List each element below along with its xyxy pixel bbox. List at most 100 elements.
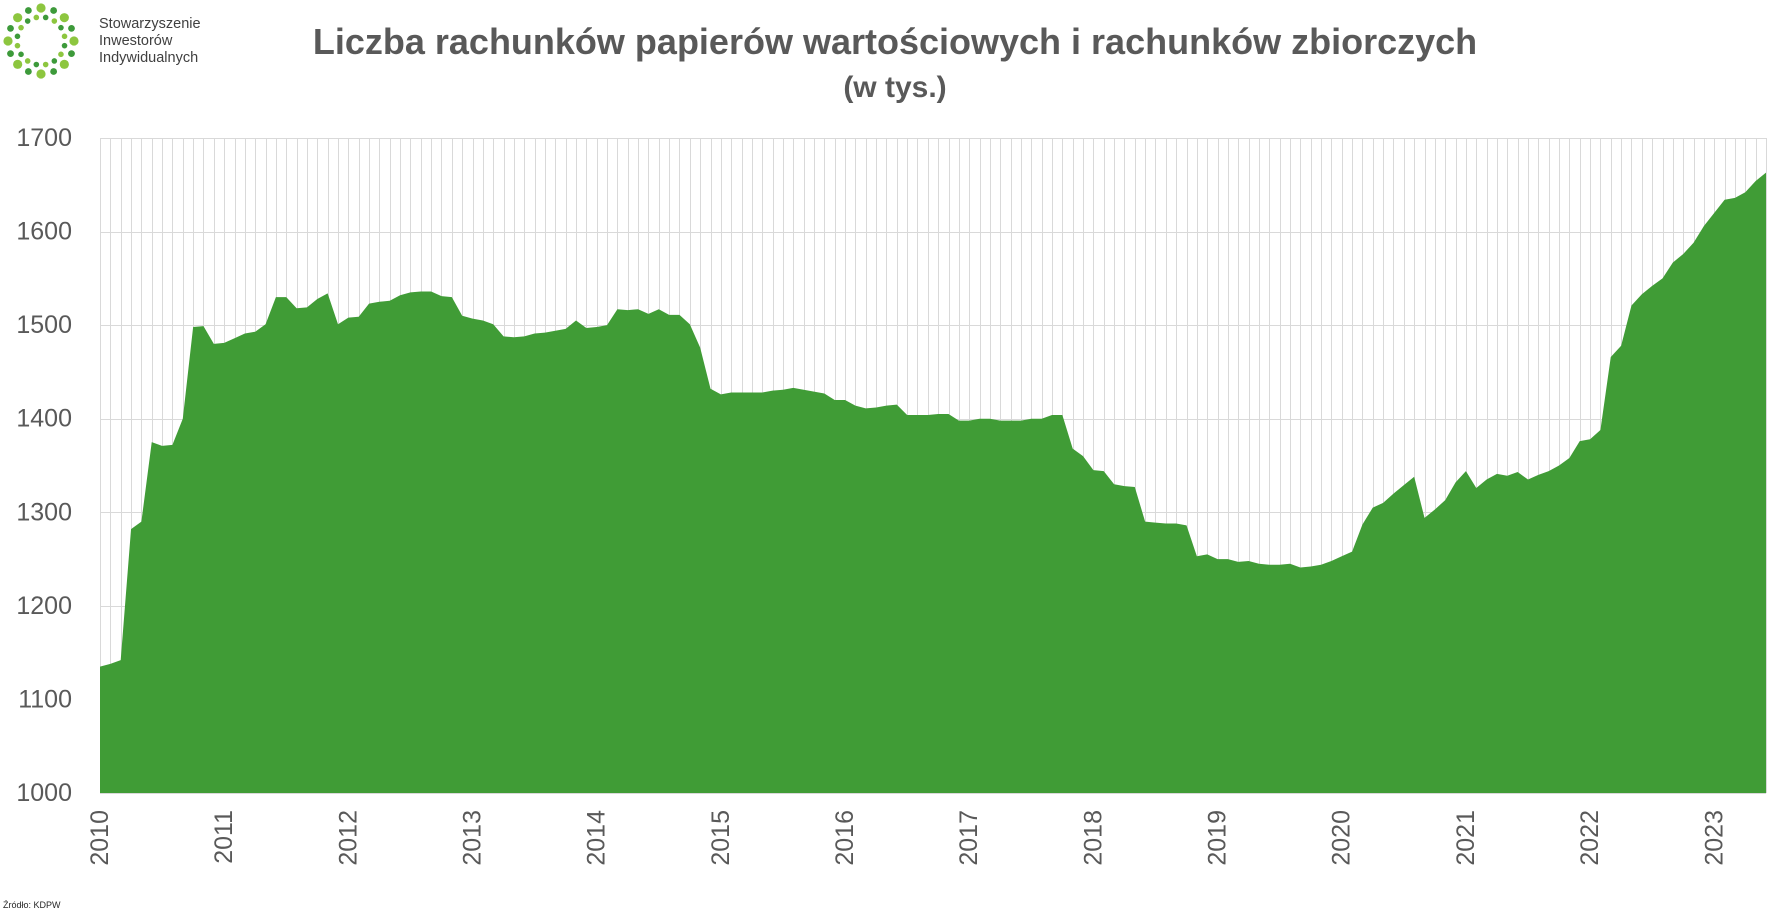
data-point xyxy=(1236,560,1240,564)
logo-dot xyxy=(51,58,58,64)
y-tick-label: 1300 xyxy=(16,498,72,526)
data-point xyxy=(1298,565,1302,569)
data-point xyxy=(595,325,599,329)
y-tick-label: 1600 xyxy=(16,218,72,246)
logo-dot xyxy=(36,69,46,79)
data-point xyxy=(998,419,1002,423)
logo-dot xyxy=(14,33,21,40)
logo: Stowarzyszenie Inwestorów Indywidualnych xyxy=(3,3,201,79)
logo-dot xyxy=(59,13,69,23)
data-point xyxy=(533,332,537,336)
data-point xyxy=(439,294,443,298)
data-point xyxy=(791,386,795,390)
logo-dot xyxy=(51,18,58,24)
logo-dot xyxy=(42,14,49,21)
data-point xyxy=(1174,522,1178,526)
logo-dot xyxy=(69,36,79,46)
data-point xyxy=(543,331,547,335)
data-point xyxy=(884,404,888,408)
data-point xyxy=(450,295,454,299)
x-axis: 2010 2011 2012 2013 2014 2015 2016 2017 2018 2019… xyxy=(86,810,1728,866)
data-point xyxy=(1019,419,1023,423)
data-point xyxy=(129,527,133,531)
data-point xyxy=(1278,563,1282,567)
data-point xyxy=(1133,485,1137,489)
data-point xyxy=(1692,241,1696,245)
data-point xyxy=(1588,437,1592,441)
data-point xyxy=(657,307,661,311)
data-point xyxy=(419,289,423,293)
data-point xyxy=(812,390,816,394)
data-point xyxy=(1153,521,1157,525)
data-point xyxy=(1340,554,1344,558)
data-point xyxy=(1288,562,1292,566)
data-point xyxy=(646,312,650,316)
data-point xyxy=(667,313,671,317)
data-point xyxy=(698,346,702,350)
data-point xyxy=(1309,565,1313,569)
x-tick-label: 2023 xyxy=(1700,810,1728,866)
data-point xyxy=(1071,447,1075,451)
logo-dot xyxy=(13,59,23,69)
data-point xyxy=(1743,190,1747,194)
data-point xyxy=(150,440,154,444)
data-point xyxy=(1267,563,1271,567)
data-point xyxy=(874,405,878,409)
series-area xyxy=(100,172,1766,793)
data-point xyxy=(1402,483,1406,487)
data-point xyxy=(605,323,609,327)
data-point xyxy=(1371,506,1375,510)
logo-dot xyxy=(42,61,49,68)
y-tick-label: 1500 xyxy=(16,311,72,339)
x-tick-label: 2010 xyxy=(86,810,114,866)
logo-dot xyxy=(58,24,64,31)
data-point xyxy=(460,314,464,318)
plot-area xyxy=(98,171,1768,793)
data-point xyxy=(98,665,102,669)
data-point xyxy=(139,520,143,524)
data-point xyxy=(170,443,174,447)
data-point xyxy=(905,413,909,417)
logo-dot xyxy=(68,50,75,58)
x-tick-label: 2022 xyxy=(1576,810,1604,866)
data-point xyxy=(1598,428,1602,432)
x-tick-label: 2020 xyxy=(1328,810,1356,866)
data-point xyxy=(212,342,216,346)
data-point xyxy=(326,291,330,295)
data-point xyxy=(481,318,485,322)
data-point xyxy=(1257,562,1261,566)
logo-dot xyxy=(58,51,64,58)
data-point xyxy=(1733,196,1737,200)
logo-text-line-3: Indywidualnych xyxy=(99,50,198,66)
data-point xyxy=(1226,557,1230,561)
logo-dot xyxy=(18,51,24,58)
data-point xyxy=(315,297,319,301)
logo-dot xyxy=(24,68,32,75)
data-point xyxy=(1185,523,1189,527)
data-point xyxy=(1433,507,1437,511)
logo-dot xyxy=(61,33,68,40)
y-tick-label: 1000 xyxy=(16,779,72,807)
logo-dot xyxy=(7,50,14,58)
data-point xyxy=(108,662,112,666)
data-point xyxy=(119,658,123,662)
chart-subtitle: (w tys.) xyxy=(843,71,946,104)
data-point xyxy=(274,295,278,299)
logo-dot xyxy=(33,61,40,68)
data-point xyxy=(1764,171,1768,175)
data-point xyxy=(936,412,940,416)
data-point xyxy=(553,329,557,333)
logo-dot xyxy=(24,18,31,24)
logo-dot xyxy=(7,24,14,32)
data-point xyxy=(233,336,237,340)
data-point xyxy=(160,444,164,448)
data-point xyxy=(677,313,681,317)
x-tick-label: 2019 xyxy=(1204,810,1232,866)
data-point xyxy=(222,341,226,345)
data-point xyxy=(1381,501,1385,505)
source-note: Źródło: KDPW xyxy=(3,900,61,910)
data-point xyxy=(1091,468,1095,472)
data-point xyxy=(1081,454,1085,458)
data-point xyxy=(1122,484,1126,488)
data-point xyxy=(781,388,785,392)
